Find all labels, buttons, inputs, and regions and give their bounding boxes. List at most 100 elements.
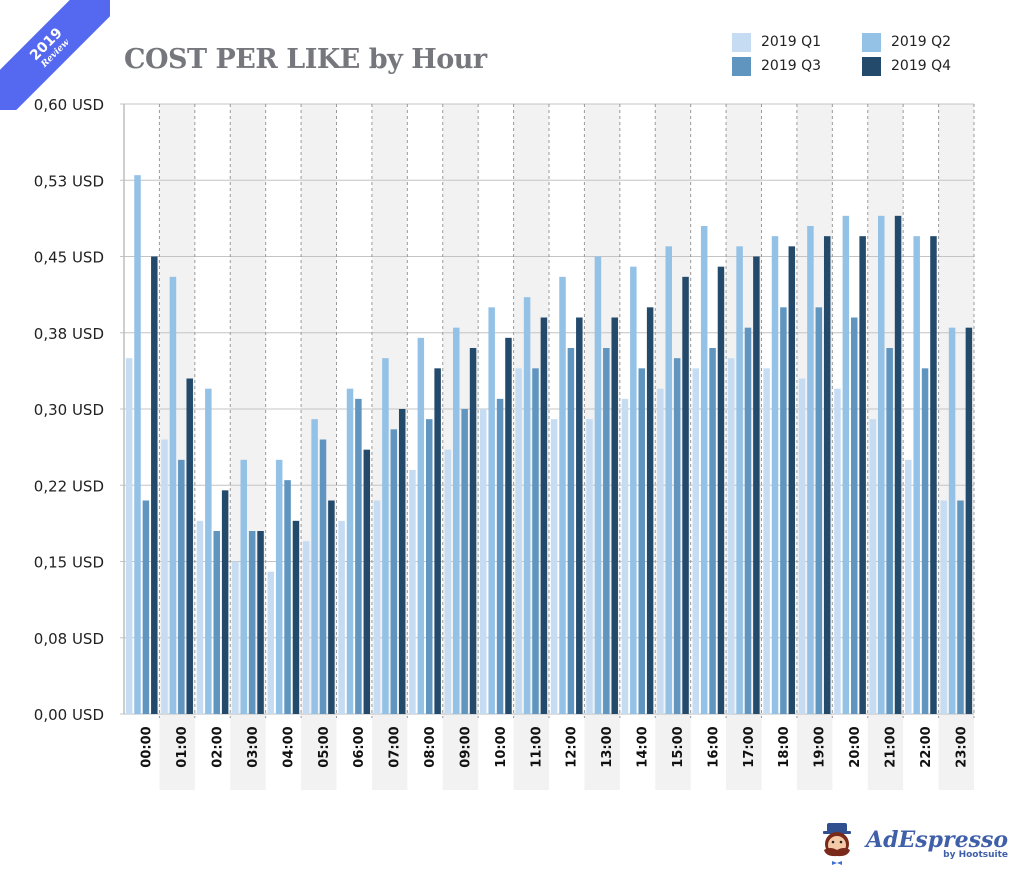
bar-2019-q1-1200 [550, 419, 558, 714]
legend-swatch-q1 [732, 32, 751, 52]
bar-2019-q2-1200 [559, 276, 566, 714]
bar-2019-q1-1500 [657, 388, 664, 714]
bar-2019-q1-0700 [373, 500, 381, 714]
bar-2019-q1-2100 [869, 419, 877, 714]
bar-2019-q4-1900 [823, 236, 831, 714]
bar-2019-q2-0000 [134, 175, 141, 714]
bar-2019-q1-0400 [267, 571, 275, 714]
bar-2019-q2-0500 [311, 419, 318, 714]
bar-2019-q1-0200 [196, 520, 204, 714]
x-tick-label: 07:00 [388, 726, 403, 767]
bar-2019-q2-2100 [878, 215, 885, 715]
bar-2019-q1-1000 [480, 409, 487, 714]
legend-label-q4: 2019 Q4 [891, 58, 952, 74]
bar-2019-q1-2300 [940, 500, 947, 714]
bar-2019-q2-0800 [417, 337, 425, 714]
logo-brand: AdEspresso [866, 827, 1009, 853]
x-tick-label: 22:00 [919, 726, 934, 767]
x-tick-label: 23:00 [954, 726, 969, 767]
bar-2019-q2-1500 [665, 246, 673, 715]
x-tick-label: 03:00 [246, 726, 261, 767]
bar-2019-q2-0200 [205, 388, 212, 714]
bar-2019-q4-1300 [611, 317, 618, 714]
x-tick-label: 00:00 [140, 726, 155, 767]
bar-2019-q3-2000 [850, 317, 858, 714]
x-tick-label: 04:00 [281, 726, 296, 767]
bar-2019-q4-2000 [859, 236, 866, 714]
logo-sub: by Hootsuite [943, 850, 1009, 860]
bar-2019-q3-0500 [319, 439, 327, 714]
bar-2019-q4-0700 [398, 409, 406, 714]
bar-2019-q3-0300 [248, 531, 256, 714]
bar-2019-q4-0400 [292, 520, 300, 714]
bar-2019-q4-0500 [328, 500, 335, 714]
bar-2019-q1-0000 [125, 358, 133, 714]
x-tick-label: 20:00 [848, 726, 863, 767]
bar-2019-q4-1700 [753, 256, 760, 714]
bar-2019-q3-1400 [638, 368, 645, 714]
bar-2019-q3-1600 [709, 348, 716, 714]
bar-2019-q1-1600 [692, 368, 700, 714]
bar-2019-q4-1000 [505, 337, 512, 714]
x-tick-label: 08:00 [423, 726, 438, 767]
bar-2019-q3-1900 [815, 307, 823, 714]
bar-2019-q4-1500 [682, 276, 689, 714]
bar-2019-q3-1100 [532, 368, 539, 714]
x-tick-label: 11:00 [529, 726, 544, 767]
bar-2019-q3-0800 [425, 419, 433, 714]
bar-2019-q1-2000 [834, 388, 841, 714]
legend-label-q2: 2019 Q2 [891, 34, 952, 50]
bar-2019-q3-1800 [780, 307, 787, 714]
legend-label-q1: 2019 Q1 [761, 34, 822, 50]
bar-2019-q2-1000 [488, 307, 495, 714]
bar-2019-q2-0700 [382, 358, 389, 714]
bar-2019-q2-1900 [807, 226, 814, 714]
legend-label-q3: 2019 Q3 [761, 58, 822, 74]
x-tick-label: 10:00 [494, 726, 509, 767]
bar-2019-q2-2200 [913, 236, 920, 714]
bar-2019-q4-2300 [965, 327, 973, 714]
x-tick-label: 14:00 [636, 726, 651, 767]
bar-2019-q1-1700 [727, 358, 735, 714]
bar-2019-q1-1100 [515, 368, 522, 714]
bar-2019-q3-2200 [921, 368, 929, 714]
bar-2019-q4-2200 [930, 236, 937, 714]
bar-2019-q3-0400 [284, 480, 291, 714]
x-tick-label: 12:00 [565, 726, 580, 767]
bar-2019-q2-0100 [169, 276, 177, 714]
adespresso-logo: AdEspresso by Hootsuite [818, 822, 1008, 866]
bar-2019-q1-0800 [409, 470, 416, 714]
legend-swatch-q2 [862, 32, 881, 52]
bar-2019-q1-1900 [798, 378, 806, 714]
bar-2019-q2-1400 [630, 266, 637, 714]
bar-2019-q2-0900 [453, 327, 460, 714]
x-tick-label: 16:00 [706, 726, 721, 767]
bar-2019-q4-1200 [576, 317, 583, 714]
bar-2019-q3-2300 [957, 500, 964, 714]
bar-2019-q4-0300 [257, 531, 264, 714]
y-tick-label: 0,38 USD [34, 325, 104, 343]
mascot-icon [818, 822, 856, 866]
bar-2019-q2-1100 [523, 297, 531, 714]
bar-2019-q2-1300 [594, 256, 602, 714]
y-tick-label: 0,15 USD [34, 554, 104, 572]
chart-title: COST PER LIKE by Hour [124, 44, 487, 75]
bar-2019-q2-2300 [948, 327, 956, 714]
bar-2019-q3-0900 [461, 409, 468, 714]
bar-2019-q1-2200 [905, 459, 912, 714]
bar-2019-q2-0300 [240, 459, 248, 714]
y-tick-label: 0,45 USD [34, 249, 104, 267]
bar-2019-q3-1200 [567, 348, 575, 714]
bar-2019-q2-1600 [700, 226, 708, 714]
y-tick-label: 0,30 USD [34, 401, 104, 419]
x-tick-label: 17:00 [742, 726, 757, 767]
x-tick-label: 09:00 [458, 726, 473, 767]
y-tick-label: 0,08 USD [34, 630, 104, 648]
bar-2019-q1-0900 [444, 449, 452, 714]
x-tick-label: 13:00 [600, 726, 615, 767]
bar-2019-q1-0300 [232, 561, 239, 714]
bar-2019-q1-0500 [302, 541, 310, 714]
x-tick-label: 19:00 [813, 726, 828, 767]
bar-2019-q1-1400 [621, 398, 629, 714]
bar-2019-q2-1800 [771, 236, 779, 714]
